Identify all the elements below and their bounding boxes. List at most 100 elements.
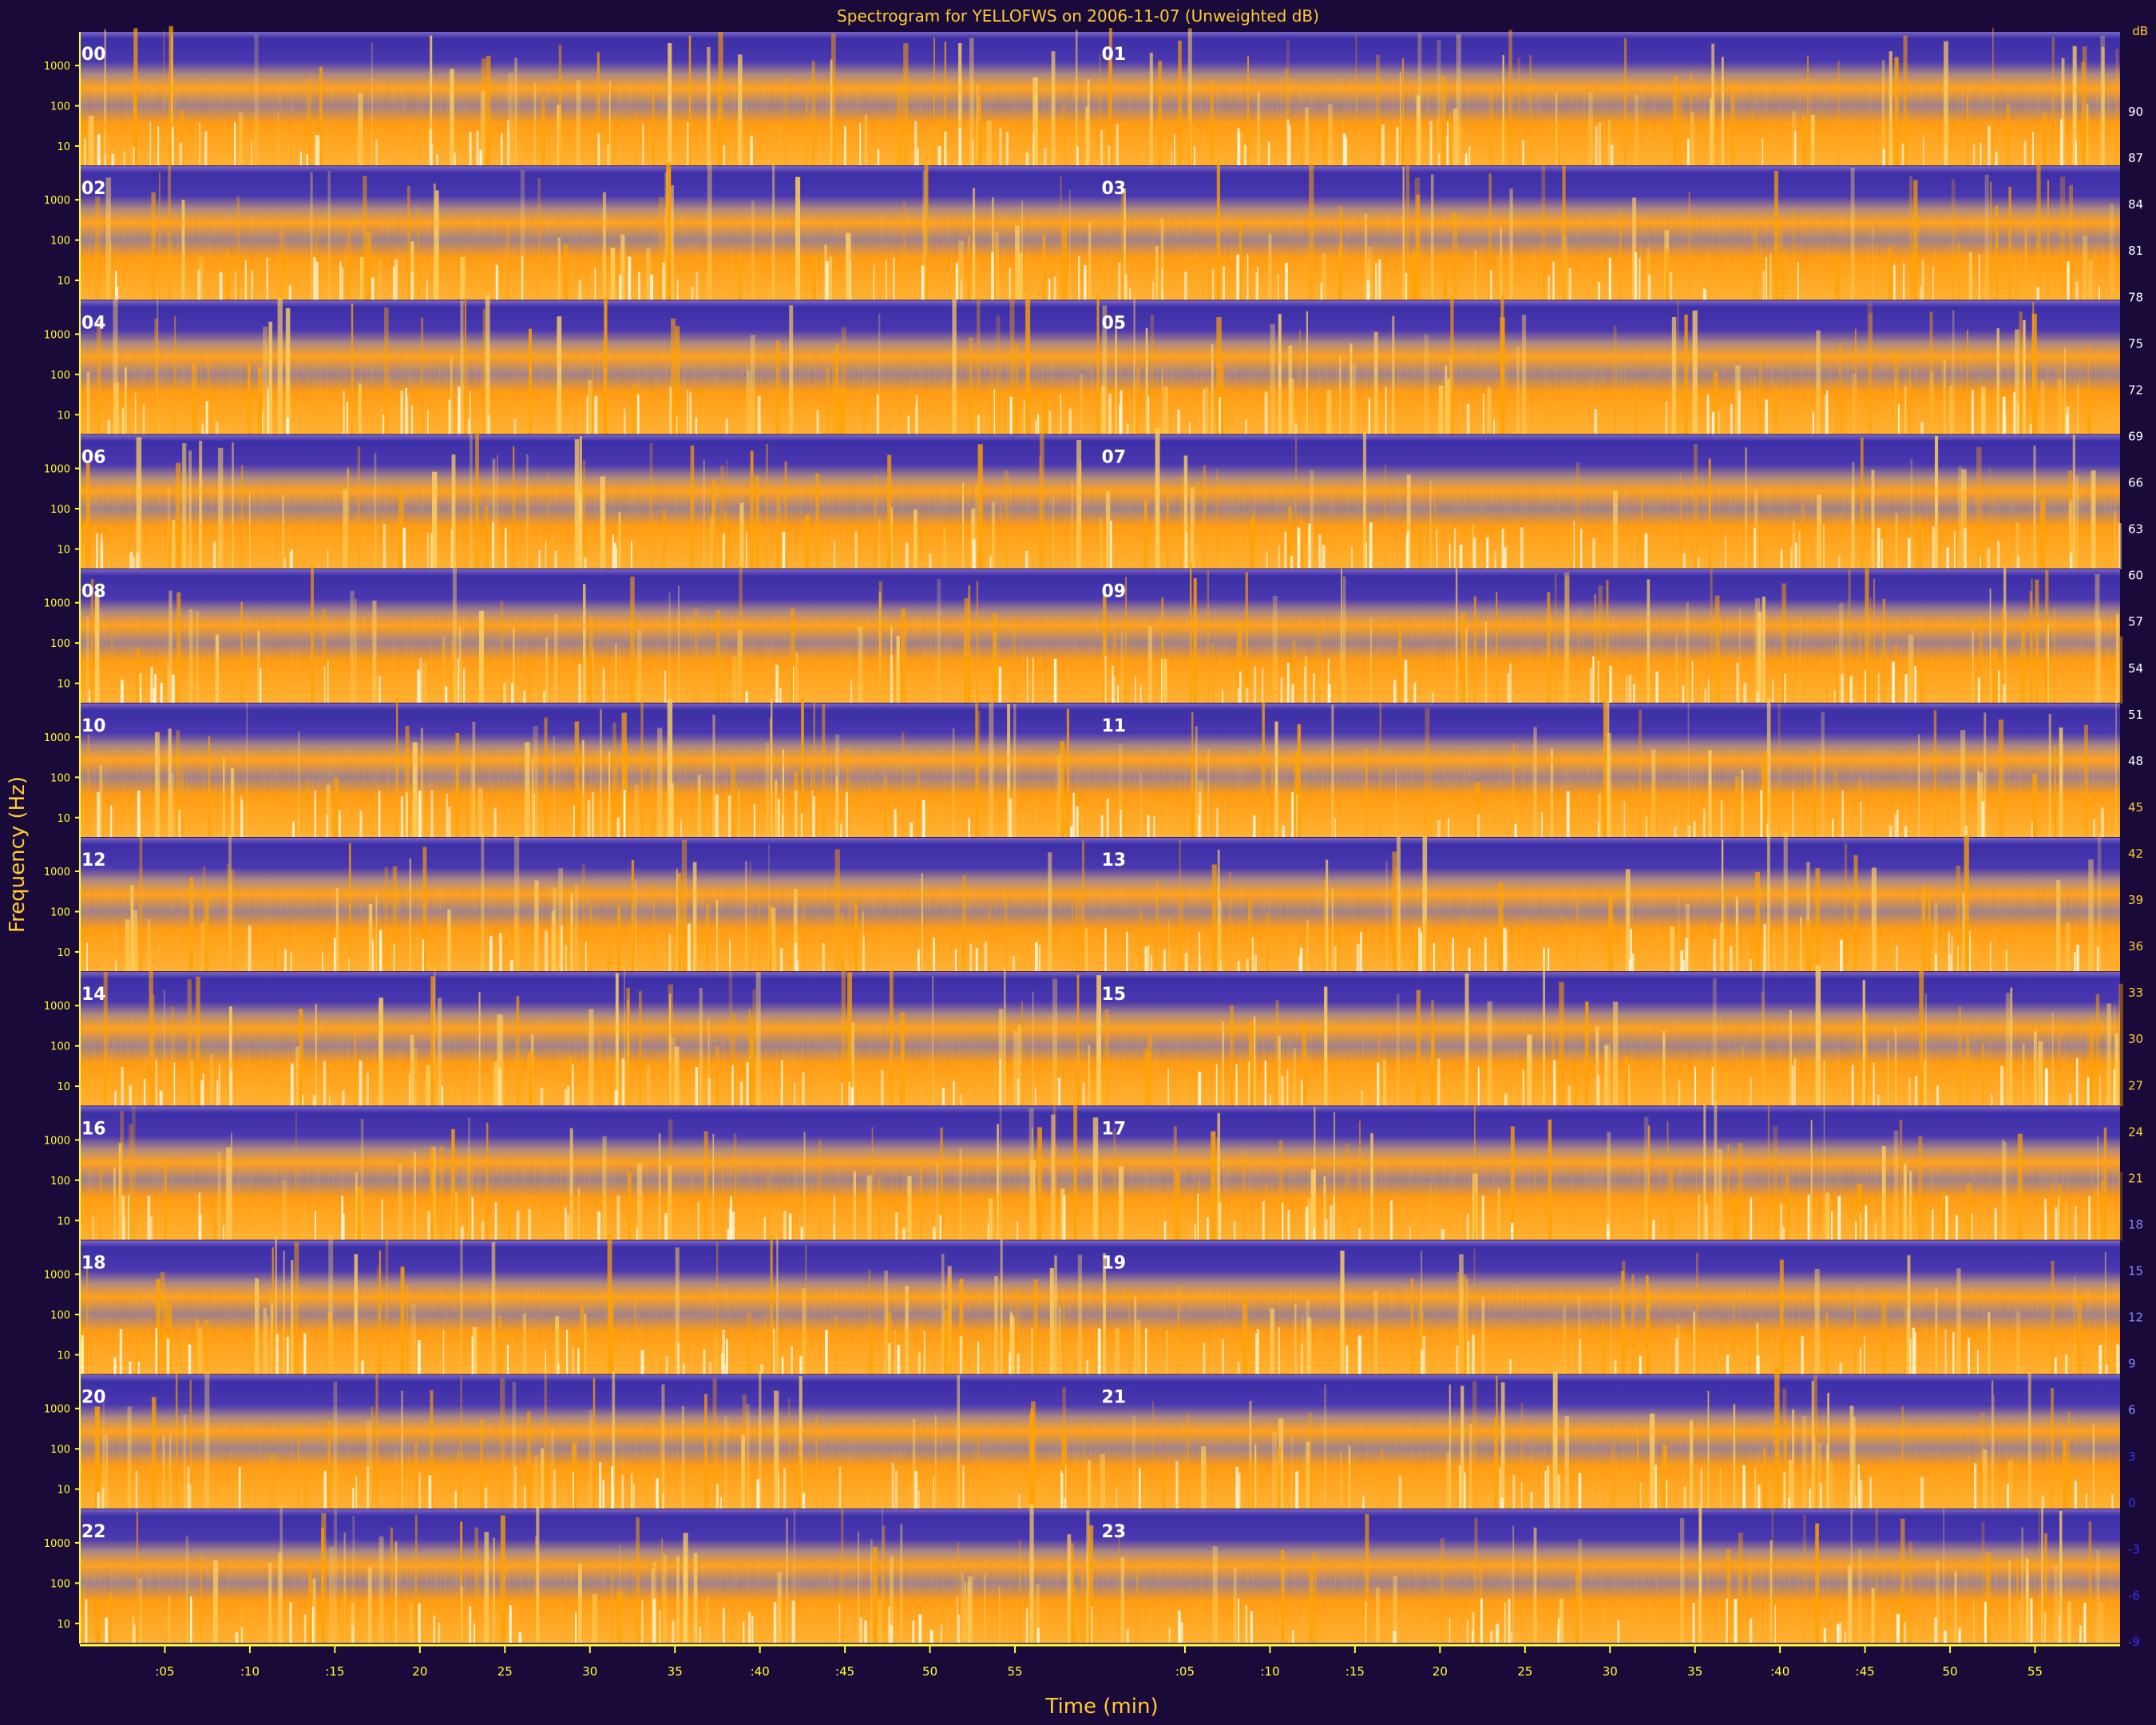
y-tick-label: 100 — [50, 370, 70, 382]
y-tick-label: 100 — [50, 1176, 70, 1188]
spectrogram-band: 22 23 — [80, 1502, 2120, 1644]
x-tick-label: 55 — [1007, 1664, 1022, 1679]
y-tick-label: 10 — [57, 1350, 70, 1362]
colorbar-tick-label: 24 — [2128, 1124, 2143, 1139]
colorbar-tick-label: 45 — [2128, 800, 2143, 815]
hour-label: 02 — [81, 179, 106, 199]
colorbar-tick-label: 75 — [2128, 336, 2143, 351]
x-tick-label: :40 — [1770, 1664, 1789, 1679]
y-tick-label: 100 — [50, 906, 70, 918]
spectrogram-band: 08 09 — [80, 562, 2123, 704]
y-tick-label: 1000 — [44, 598, 70, 610]
colorbar-tick-label: 39 — [2128, 893, 2143, 907]
x-tick-label: :05 — [1175, 1664, 1195, 1679]
band-noise — [80, 213, 2120, 301]
y-tick-label: 10 — [57, 410, 70, 422]
hour-label: 19 — [1102, 1254, 1127, 1274]
colorbar-tick-label: 51 — [2128, 708, 2143, 722]
spectrogram-band: 06 07 — [80, 428, 2122, 570]
band-noise — [80, 78, 2120, 167]
y-tick-label: 1000 — [44, 329, 70, 341]
hour-label: 00 — [81, 45, 106, 65]
colorbar-tick-label: 3 — [2128, 1449, 2136, 1464]
hour-label: 13 — [1102, 851, 1127, 870]
x-tick-label: :15 — [325, 1664, 344, 1679]
band-noise — [80, 884, 2120, 973]
x-axis-label: Time (min) — [1045, 1695, 1159, 1719]
colorbar-tick-label: 54 — [2128, 661, 2143, 676]
y-tick-label: 10 — [57, 1215, 70, 1227]
y-tick-label: 100 — [50, 504, 70, 516]
spectrogram-band: 02 03 — [80, 161, 2120, 302]
y-tick-label: 100 — [50, 1310, 70, 1322]
x-tick-label: 20 — [412, 1664, 427, 1679]
colorbar-tick-label: 42 — [2128, 847, 2143, 861]
y-tick-label: 100 — [50, 236, 70, 248]
colorbar-tick-label: 9 — [2128, 1357, 2136, 1371]
hour-label: 03 — [1102, 179, 1127, 199]
spectrogram-band: 14 15 — [80, 965, 2123, 1108]
chart-title: Spectrogram for YELLOFWS on 2006-11-07 (… — [837, 6, 1319, 26]
x-tick-label: :10 — [1260, 1664, 1279, 1679]
y-tick-label: 100 — [50, 772, 70, 784]
x-tick-label: 50 — [922, 1664, 937, 1679]
colorbar-tick-label: 21 — [2128, 1171, 2143, 1185]
colorbar-tick-label: 6 — [2128, 1403, 2136, 1418]
y-tick-label: 1000 — [44, 1404, 70, 1416]
hour-label: 12 — [81, 851, 106, 870]
hour-label: 18 — [81, 1254, 106, 1274]
colorbar-tick-label: -3 — [2128, 1542, 2140, 1556]
transient-streak — [2118, 636, 2123, 704]
y-tick-label: 1000 — [44, 195, 70, 207]
hour-label: 06 — [81, 448, 106, 468]
x-tick-label: 50 — [1943, 1664, 1958, 1679]
y-tick-label: 1000 — [44, 1270, 70, 1282]
x-tick-label: 30 — [1603, 1664, 1618, 1679]
hour-label: 05 — [1102, 313, 1127, 333]
colorbar-tick-label: 84 — [2128, 197, 2143, 212]
x-tick-label: :45 — [835, 1664, 854, 1679]
y-tick-label: 1000 — [44, 732, 70, 744]
spectrogram-band: 00 01 — [80, 26, 2120, 168]
x-tick-label: 30 — [582, 1664, 597, 1679]
spectrogram-band: 04 05 — [80, 294, 2120, 436]
y-tick-label: 100 — [50, 101, 70, 113]
y-tick-label: 10 — [57, 1485, 70, 1497]
y-tick-label: 1000 — [44, 1538, 70, 1550]
colorbar-tick-label: 72 — [2128, 383, 2143, 397]
band-noise — [80, 1153, 2120, 1241]
colorbar-tick-label: 81 — [2128, 244, 2143, 258]
y-tick-label: 100 — [50, 1444, 70, 1456]
band-noise — [80, 482, 2120, 569]
colorbar-tick-label: 12 — [2128, 1311, 2143, 1325]
band-noise — [80, 1422, 2120, 1509]
hour-label: 01 — [1102, 45, 1127, 65]
colorbar-tick-label: 63 — [2128, 522, 2143, 537]
y-tick-label: 10 — [57, 1619, 70, 1631]
x-tick-label: :05 — [155, 1664, 174, 1679]
y-tick-label: 10 — [57, 947, 70, 959]
y-tick-label: 10 — [57, 679, 70, 691]
colorbar-tick-label: -6 — [2128, 1588, 2140, 1603]
spectrogram-band: 20 21 — [80, 1368, 2120, 1510]
x-tick-label: 35 — [1687, 1664, 1702, 1679]
hour-label: 10 — [81, 716, 106, 736]
transient-streak — [2118, 1172, 2123, 1241]
x-tick-label: :45 — [1856, 1664, 1875, 1679]
hour-label: 15 — [1102, 985, 1127, 1005]
band-noise — [80, 616, 2120, 704]
x-tick-label: 20 — [1433, 1664, 1448, 1679]
hour-label: 17 — [1102, 1119, 1127, 1139]
hour-label: 22 — [81, 1522, 106, 1542]
colorbar-tick-label: 30 — [2128, 1032, 2143, 1046]
x-tick-label: 25 — [1517, 1664, 1532, 1679]
y-tick-label: 1000 — [44, 1135, 70, 1147]
colorbar-tick-label: 57 — [2128, 615, 2143, 629]
y-tick-label: 1000 — [44, 61, 70, 73]
colorbar-tick-label: 0 — [2128, 1496, 2136, 1510]
colorbar-tick-label: 90 — [2128, 105, 2143, 119]
hour-label: 16 — [81, 1119, 106, 1139]
x-tick-label: 25 — [497, 1664, 513, 1679]
spectrogram-band: 12 13 — [80, 831, 2120, 974]
hour-label: 07 — [1102, 448, 1127, 468]
